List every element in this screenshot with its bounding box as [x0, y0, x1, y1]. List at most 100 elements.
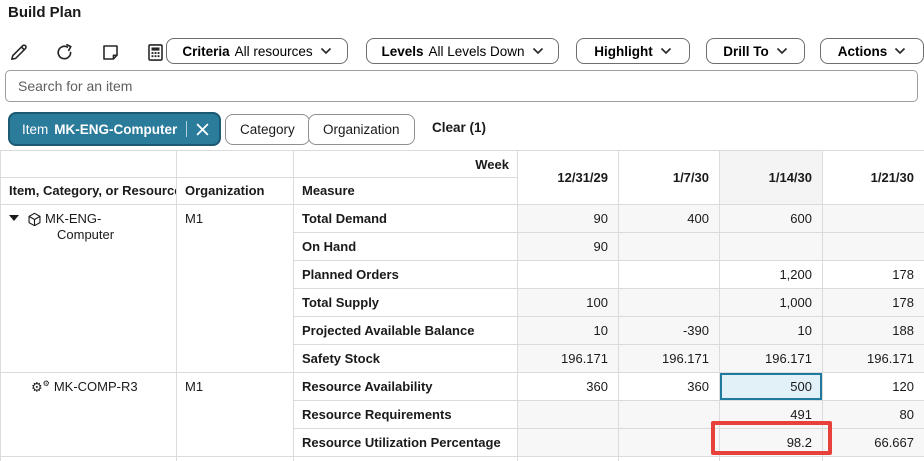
cell[interactable]: 178 [822, 288, 924, 317]
table-row: Planned Orders 1,200 178 [1, 260, 924, 289]
table-row-partial [0, 456, 924, 461]
levels-dropdown[interactable]: Levels All Levels Down [366, 38, 559, 64]
measure-label: Resource Availability [293, 372, 518, 401]
cell[interactable] [517, 428, 619, 457]
week-column-header[interactable]: 1/7/30 [618, 150, 720, 205]
item-name: MK-ENG-Computer [45, 211, 115, 243]
cell[interactable]: 196.171 [517, 344, 619, 373]
header-spacer [176, 150, 294, 178]
cell[interactable] [822, 232, 924, 261]
cell[interactable]: 360 [517, 372, 619, 401]
table-row: Safety Stock 196.171 196.171 196.171 196… [1, 344, 924, 373]
gears-resource-icon: ⚙⚙ [31, 378, 50, 395]
selected-cell[interactable]: 500 [719, 372, 823, 401]
refresh-icon[interactable] [51, 39, 77, 65]
cell[interactable] [618, 232, 720, 261]
week-column-header[interactable]: 1/21/30 [822, 150, 924, 205]
cell[interactable]: 90 [517, 232, 619, 261]
criteria-label: Criteria [182, 43, 230, 59]
measure-label: Resource Requirements [293, 400, 518, 429]
organization-column-header: Organization [176, 177, 294, 205]
highlight-dropdown[interactable]: Highlight [576, 38, 690, 64]
collapse-caret-icon[interactable] [2, 211, 28, 221]
cell[interactable] [618, 288, 720, 317]
item-chip-value: MK-ENG-Computer [54, 121, 178, 137]
cell[interactable]: 491 [719, 400, 823, 429]
measure-label: Total Demand [293, 204, 518, 233]
item-filter-chip[interactable]: Item MK-ENG-Computer [8, 112, 222, 146]
cell[interactable]: 80 [822, 400, 924, 429]
cell[interactable]: 600 [719, 204, 823, 233]
chip-divider [186, 121, 188, 137]
levels-label: Levels [381, 43, 424, 59]
search-input[interactable] [5, 70, 918, 102]
cell[interactable]: 66.667 [822, 428, 924, 457]
page-title: Build Plan [8, 4, 82, 21]
measure-label: Planned Orders [293, 260, 518, 289]
cell[interactable]: 196.171 [719, 344, 823, 373]
actions-dropdown[interactable]: Actions [820, 38, 924, 64]
chevron-down-icon [895, 47, 906, 55]
resource-name: MK-COMP-R3 [53, 379, 138, 394]
edit-pencil-icon[interactable] [5, 39, 31, 65]
cell[interactable]: 360 [618, 372, 720, 401]
annotated-cell[interactable]: 98.2 [719, 428, 823, 457]
criteria-dropdown[interactable]: Criteria All resources [166, 38, 348, 64]
item-column-header: Item, Category, or Resource [0, 177, 177, 205]
cell[interactable]: 178 [822, 260, 924, 289]
criteria-value: All resources [234, 43, 313, 59]
category-filter-chip[interactable]: Category [225, 114, 310, 145]
cell[interactable] [822, 204, 924, 233]
cell[interactable]: 1,200 [719, 260, 823, 289]
chevron-down-icon [532, 47, 543, 55]
cell[interactable]: 196.171 [822, 344, 924, 373]
cell[interactable]: 1,000 [719, 288, 823, 317]
cube-item-icon [27, 211, 45, 230]
filter-chip-bar: Item MK-ENG-Computer Category Organizati… [0, 112, 924, 148]
cell[interactable]: 400 [618, 204, 720, 233]
cell[interactable]: 188 [822, 316, 924, 345]
table-row: MK-ENG-Computer M1 Total Demand 90 400 6… [0, 204, 924, 373]
cell[interactable]: 120 [822, 372, 924, 401]
chevron-down-icon [320, 47, 331, 55]
cell[interactable] [618, 260, 720, 289]
item-chip-label: Item [22, 121, 49, 137]
chevron-down-icon [660, 47, 671, 55]
table-row: Projected Available Balance 10 -390 10 1… [1, 316, 924, 345]
actions-label: Actions [837, 43, 888, 59]
organization-filter-chip[interactable]: Organization [308, 114, 415, 145]
measure-label: Total Supply [293, 288, 518, 317]
cell[interactable] [517, 400, 619, 429]
measure-label: On Hand [293, 232, 518, 261]
measure-label: Projected Available Balance [293, 316, 518, 345]
cell[interactable]: 10 [517, 316, 619, 345]
cell[interactable]: 90 [517, 204, 619, 233]
cell[interactable] [719, 232, 823, 261]
cell[interactable]: 196.171 [618, 344, 720, 373]
measure-label: Safety Stock [293, 344, 518, 373]
levels-value: All Levels Down [428, 43, 525, 59]
highlight-label: Highlight [594, 43, 653, 59]
table-row: Total Supply 100 1,000 178 [1, 288, 924, 317]
week-column-header[interactable]: 12/31/29 [517, 150, 619, 205]
organization-cell: M1 [176, 372, 294, 457]
cell[interactable]: 10 [719, 316, 823, 345]
clear-filters-button[interactable]: Clear (1) [432, 120, 487, 135]
cell[interactable] [517, 260, 619, 289]
note-icon[interactable] [97, 39, 123, 65]
header-spacer [0, 150, 177, 178]
category-chip-label: Category [240, 122, 295, 137]
cell[interactable]: -390 [618, 316, 720, 345]
cell[interactable] [618, 428, 720, 457]
week-column-header-selected[interactable]: 1/14/30 [719, 150, 823, 205]
item-group-cell[interactable]: MK-ENG-Computer [0, 204, 177, 373]
organization-cell: M1 [176, 204, 294, 373]
drill-to-label: Drill To [723, 43, 769, 59]
chip-close-icon[interactable] [196, 123, 209, 136]
drill-to-dropdown[interactable]: Drill To [706, 38, 805, 64]
calculator-icon[interactable] [142, 39, 168, 65]
cell[interactable]: 100 [517, 288, 619, 317]
resource-group-cell[interactable]: ⚙⚙ MK-COMP-R3 [0, 372, 177, 457]
cell[interactable] [618, 400, 720, 429]
